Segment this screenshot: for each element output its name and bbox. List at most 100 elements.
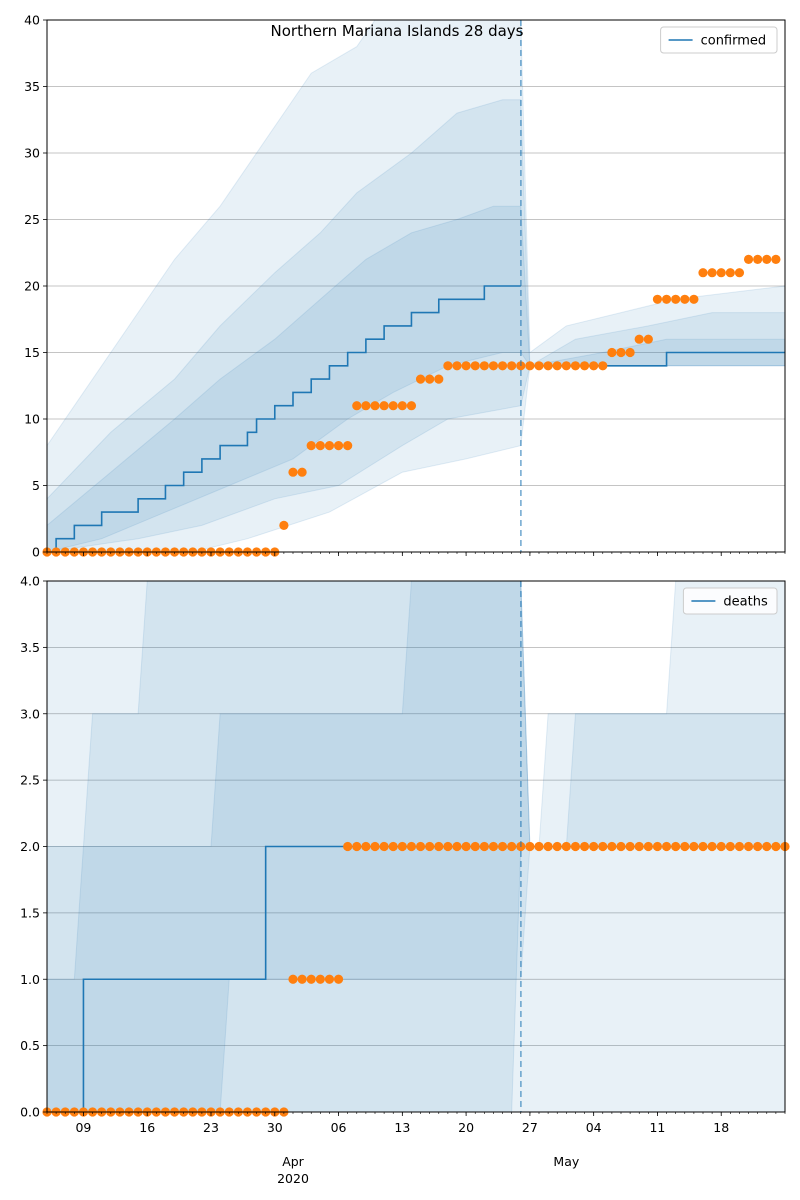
observed-point — [552, 361, 562, 371]
observed-point — [488, 361, 499, 371]
observed-point — [607, 347, 617, 358]
observed-point — [507, 841, 517, 852]
observed-point — [716, 268, 726, 278]
observed-point — [279, 520, 289, 531]
y-tick-label: 4.0 — [20, 574, 40, 589]
confirmed-y-axis: 0 5 10 15 20 25 30 35 40 — [24, 13, 47, 560]
confirmed-line — [47, 285, 521, 553]
confirmed-legend-box — [660, 26, 778, 54]
observed-point — [589, 841, 599, 852]
y-tick-label: 40 — [24, 13, 40, 28]
observed-point — [753, 841, 763, 852]
observed-point — [452, 361, 462, 371]
observed-point — [743, 841, 754, 852]
observed-point — [616, 841, 626, 852]
observed-point — [534, 841, 544, 852]
observed-point — [434, 841, 444, 852]
observed-point — [324, 974, 335, 984]
observed-point — [361, 401, 371, 411]
x-tick-label: 04 — [586, 1120, 602, 1135]
y-tick-label: 25 — [24, 212, 40, 227]
observed-point — [698, 841, 708, 852]
confirmed-panel: 0 5 10 15 20 25 30 35 40 confirmed — [24, 13, 786, 560]
deaths-x-axis: 09 16 23 30 06 13 20 27 04 11 18 Apr 2020 May — [46, 1112, 786, 1186]
y-tick-label: 1.5 — [20, 905, 40, 920]
x-tick-label: 27 — [522, 1120, 538, 1135]
observed-point — [716, 841, 726, 852]
observed-point — [388, 841, 398, 852]
observed-point — [634, 334, 644, 344]
observed-point — [552, 841, 562, 852]
confirmed-legend-label: confirmed — [701, 34, 767, 49]
observed-point — [561, 361, 571, 371]
observed-point — [315, 974, 325, 984]
y-tick-label: 0.0 — [20, 1105, 40, 1120]
x-tick-label: 16 — [139, 1120, 155, 1135]
observed-point — [343, 841, 353, 852]
observed-point — [598, 841, 608, 852]
observed-point — [707, 841, 717, 852]
figure-title: Northern Mariana Islands 28 days — [271, 22, 524, 40]
observed-point — [689, 294, 699, 304]
observed-point — [634, 841, 644, 852]
observed-point — [352, 401, 362, 411]
y-tick-label: 35 — [24, 79, 40, 94]
observed-point — [415, 374, 426, 384]
observed-point — [680, 841, 690, 852]
observed-point — [753, 254, 763, 264]
observed-point — [589, 361, 599, 371]
deaths-legend-box — [682, 587, 778, 615]
x-tick-label: 11 — [649, 1120, 665, 1135]
observed-point — [534, 361, 544, 371]
observed-point — [570, 361, 581, 371]
observed-point — [361, 841, 371, 852]
observed-point — [643, 841, 653, 852]
observed-point — [479, 361, 489, 371]
observed-point — [762, 841, 772, 852]
observed-point — [288, 467, 298, 477]
observed-point — [397, 841, 407, 852]
observed-point — [388, 401, 398, 411]
confirmed-line — [529, 351, 785, 367]
observed-point — [598, 361, 608, 371]
x-tick-label: 23 — [203, 1120, 219, 1135]
observed-point — [397, 401, 407, 411]
observed-point — [625, 347, 635, 358]
observed-point — [324, 441, 335, 451]
observed-point — [434, 374, 444, 384]
observed-point — [625, 841, 635, 852]
y-tick-label: 3.5 — [20, 640, 40, 655]
y-tick-label: 3.0 — [20, 706, 40, 721]
observed-point — [443, 361, 453, 371]
uncertainty-band — [46, 99, 786, 553]
observed-point — [406, 401, 417, 411]
x-tick-label: 06 — [331, 1120, 347, 1135]
y-tick-label: 0.5 — [20, 1038, 40, 1053]
observed-point — [579, 361, 590, 371]
observed-point — [288, 974, 298, 984]
x-month-label: Apr — [282, 1154, 304, 1169]
observed-point — [379, 401, 389, 411]
confirmed-legend: confirmed — [660, 26, 778, 54]
observed-point — [315, 441, 325, 451]
observed-point — [579, 841, 590, 852]
observed-point — [425, 841, 435, 852]
observed-point — [333, 441, 344, 451]
x-year-label: 2020 — [277, 1171, 309, 1186]
y-tick-label: 15 — [24, 345, 40, 360]
observed-point — [762, 254, 772, 264]
y-tick-label: 2.0 — [20, 839, 40, 854]
observed-point — [497, 361, 508, 371]
uncertainty-band — [46, 19, 786, 553]
observed-point — [461, 361, 471, 371]
observed-point — [452, 841, 462, 852]
confirmed-lines — [47, 285, 785, 553]
y-tick-label: 1.0 — [20, 972, 40, 987]
y-tick-label: 5 — [32, 478, 40, 493]
observed-point — [725, 841, 735, 852]
observed-point — [698, 268, 708, 278]
observed-point — [406, 841, 417, 852]
observed-point — [333, 974, 344, 984]
observed-point — [689, 841, 699, 852]
observed-point — [415, 841, 426, 852]
